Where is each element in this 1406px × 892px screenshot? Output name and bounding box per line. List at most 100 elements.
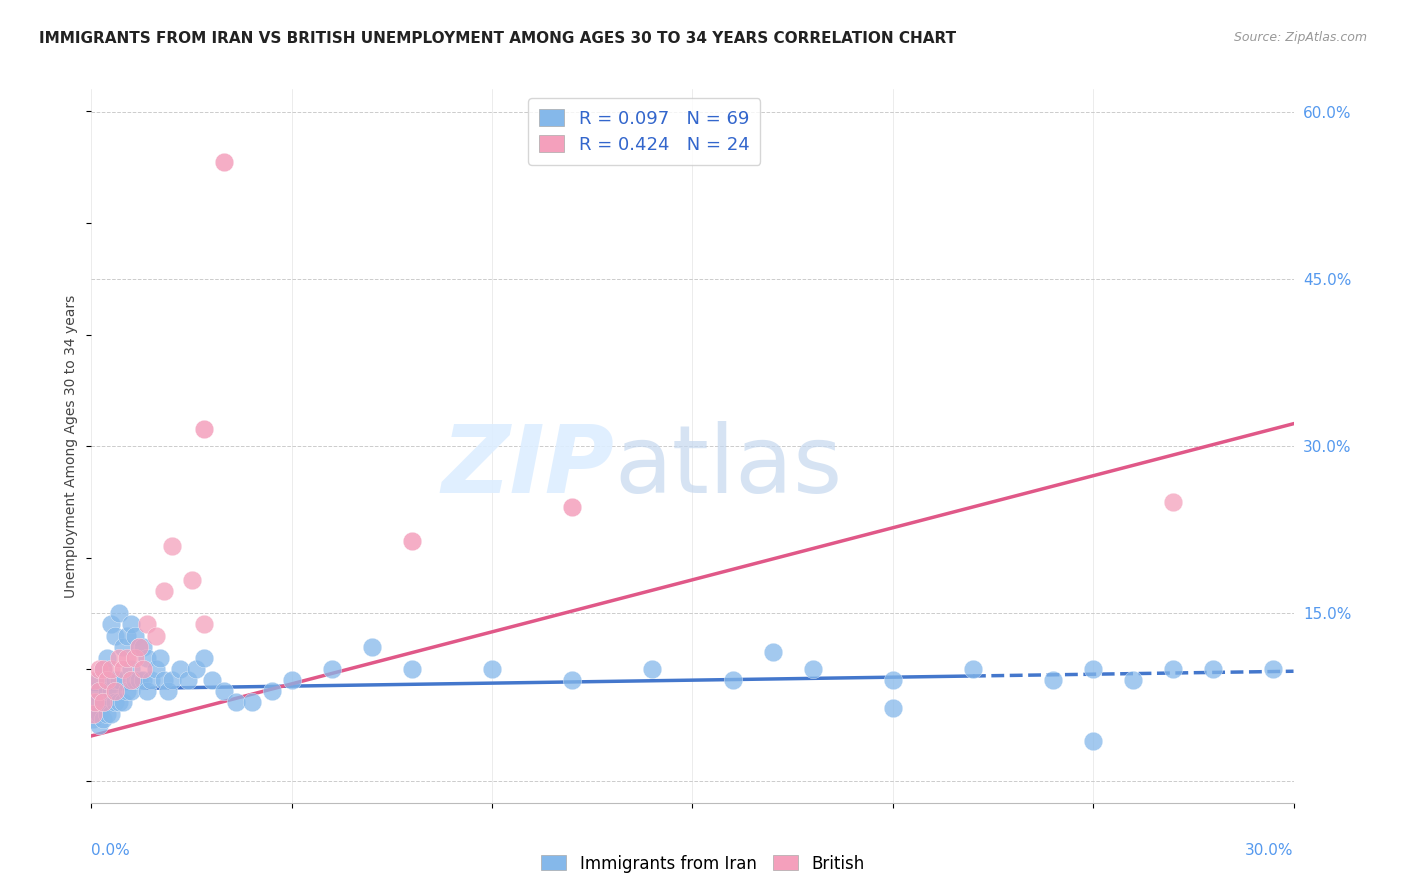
Point: [145, 628, 167, 642]
Point: [1163, 662, 1185, 676]
Point: [124, 651, 146, 665]
Point: [84, 673, 107, 687]
Point: [281, 673, 304, 687]
Point: [108, 696, 131, 710]
Point: [121, 617, 143, 632]
Point: [96, 651, 118, 665]
Y-axis label: Unemployment Among Ages 30 to 34 years: Unemployment Among Ages 30 to 34 years: [65, 294, 79, 598]
Point: [96, 673, 118, 687]
Point: [193, 617, 215, 632]
Point: [176, 673, 198, 687]
Point: [136, 651, 159, 665]
Point: [89, 706, 111, 721]
Point: [124, 673, 146, 687]
Point: [801, 662, 824, 676]
Text: 30.0%: 30.0%: [1246, 843, 1294, 858]
Point: [212, 684, 235, 698]
Point: [89, 673, 111, 687]
Text: Source: ZipAtlas.com: Source: ZipAtlas.com: [1233, 31, 1367, 45]
Point: [82, 712, 104, 726]
Point: [882, 701, 904, 715]
Point: [1202, 662, 1225, 676]
Point: [260, 684, 283, 698]
Point: [152, 673, 174, 687]
Point: [104, 628, 127, 642]
Point: [193, 422, 215, 436]
Point: [136, 684, 159, 698]
Point: [100, 706, 122, 721]
Point: [156, 684, 179, 698]
Point: [108, 651, 131, 665]
Point: [145, 662, 167, 676]
Text: 0.0%: 0.0%: [91, 843, 131, 858]
Legend: R = 0.097   N = 69, R = 0.424   N = 24: R = 0.097 N = 69, R = 0.424 N = 24: [529, 98, 761, 165]
Point: [136, 617, 159, 632]
Point: [89, 684, 111, 698]
Point: [100, 617, 122, 632]
Point: [100, 662, 122, 676]
Point: [160, 539, 183, 553]
Point: [1083, 734, 1105, 748]
Point: [762, 645, 785, 659]
Point: [89, 717, 111, 731]
Point: [117, 628, 139, 642]
Point: [112, 662, 135, 676]
Point: [481, 662, 503, 676]
Text: atlas: atlas: [614, 421, 842, 514]
Point: [121, 662, 143, 676]
Point: [132, 662, 155, 676]
Point: [112, 696, 135, 710]
Point: [93, 696, 115, 710]
Point: [225, 696, 247, 710]
Point: [184, 662, 207, 676]
Point: [882, 673, 904, 687]
Point: [117, 684, 139, 698]
Point: [240, 696, 263, 710]
Point: [84, 696, 107, 710]
Point: [1042, 673, 1064, 687]
Point: [180, 573, 202, 587]
Point: [152, 583, 174, 598]
Point: [1122, 673, 1144, 687]
Point: [128, 640, 150, 654]
Point: [321, 662, 343, 676]
Text: ZIP: ZIP: [441, 421, 614, 514]
Point: [121, 684, 143, 698]
Point: [104, 673, 127, 687]
Point: [132, 640, 155, 654]
Point: [93, 712, 115, 726]
Point: [561, 673, 583, 687]
Point: [117, 651, 139, 665]
Point: [193, 651, 215, 665]
Point: [84, 684, 107, 698]
Point: [121, 673, 143, 687]
Point: [104, 684, 127, 698]
Point: [561, 500, 583, 515]
Point: [100, 684, 122, 698]
Point: [401, 662, 423, 676]
Point: [104, 696, 127, 710]
Point: [1163, 494, 1185, 508]
Point: [1263, 662, 1285, 676]
Point: [401, 533, 423, 548]
Point: [89, 662, 111, 676]
Point: [93, 662, 115, 676]
Point: [132, 673, 155, 687]
Point: [141, 673, 163, 687]
Point: [124, 628, 146, 642]
Point: [962, 662, 984, 676]
Point: [112, 640, 135, 654]
Point: [86, 696, 108, 710]
Text: IMMIGRANTS FROM IRAN VS BRITISH UNEMPLOYMENT AMONG AGES 30 TO 34 YEARS CORRELATI: IMMIGRANTS FROM IRAN VS BRITISH UNEMPLOY…: [39, 31, 956, 46]
Point: [93, 662, 115, 676]
Point: [96, 684, 118, 698]
Legend: Immigrants from Iran, British: Immigrants from Iran, British: [534, 848, 872, 880]
Point: [201, 673, 224, 687]
Point: [108, 607, 131, 621]
Point: [160, 673, 183, 687]
Point: [128, 640, 150, 654]
Point: [84, 706, 107, 721]
Point: [169, 662, 191, 676]
Point: [93, 696, 115, 710]
Point: [108, 673, 131, 687]
